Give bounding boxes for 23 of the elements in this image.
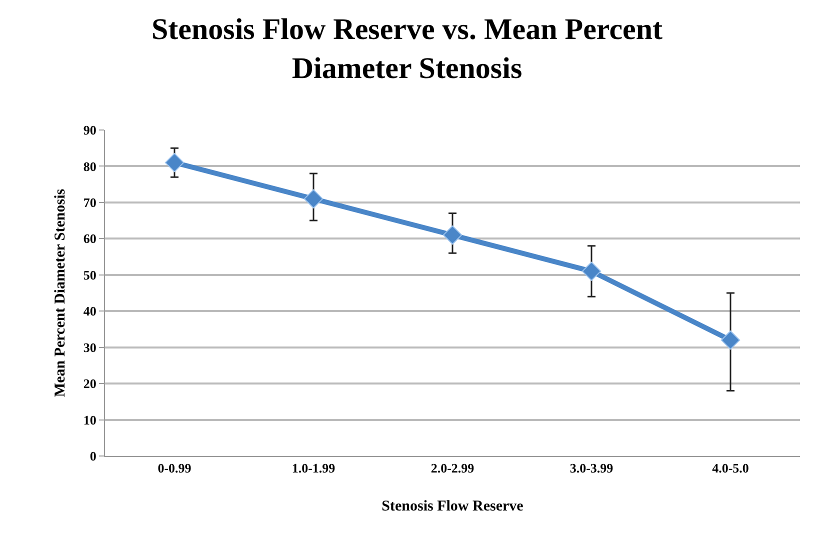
- x-tick-label: 1.0-1.99: [292, 460, 336, 476]
- x-tick-label: 0-0.99: [158, 460, 192, 476]
- y-tick-label: 80: [83, 158, 96, 174]
- point: [304, 189, 324, 208]
- y-tick-label: 0: [90, 448, 96, 464]
- point: [582, 262, 602, 281]
- y-tick-label: 90: [83, 122, 96, 138]
- y-tick-label: 40: [83, 304, 96, 319]
- point: [442, 225, 462, 245]
- x-tick-label: 2.0-2.99: [430, 460, 475, 476]
- y-tick-label: 70: [83, 194, 96, 210]
- x-axis-title: Stenosis Flow Reserve: [382, 498, 524, 515]
- x-tick-label: 3.0-3.99: [570, 460, 614, 476]
- y-tick-label: 30: [83, 340, 96, 355]
- point: [720, 330, 740, 350]
- y-tick-label: 60: [83, 231, 96, 246]
- x-tick-label: 4.0-5.0: [712, 460, 749, 476]
- y-axis-title: Mean Percent Diameter Stenosis: [52, 188, 69, 398]
- point: [164, 153, 184, 172]
- y-tick-label: 50: [83, 267, 96, 282]
- chart-title: Stenosis Flow Reserve vs. Mean Percent Diameter Stenosis: [152, 12, 663, 85]
- y-tick-label: 20: [83, 376, 96, 392]
- y-tick-label: 10: [83, 412, 96, 428]
